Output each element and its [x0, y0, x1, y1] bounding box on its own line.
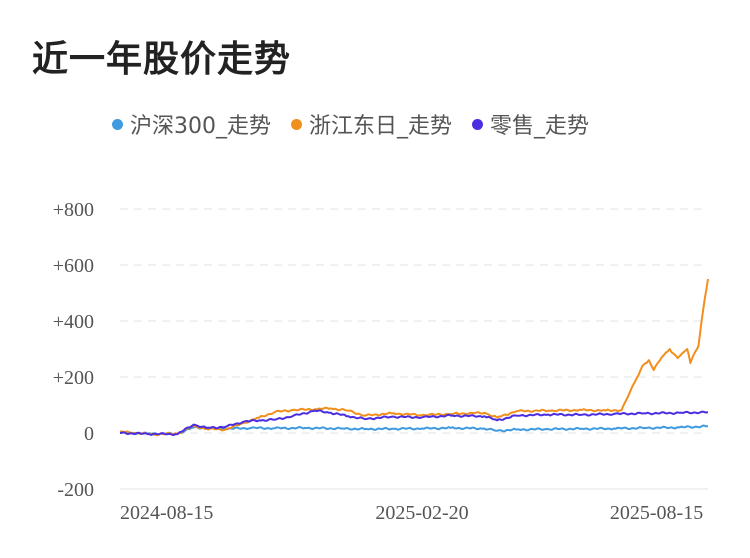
y-tick-label: +200 — [53, 367, 94, 389]
y-axis-ticks: +800 +600 +400 +200 0 -200 — [53, 199, 94, 501]
legend-label-zhejiang-dongri: 浙江东日_走势 — [309, 114, 453, 139]
grid-lines — [120, 208, 708, 490]
legend-item-retail[interactable]: 零售_走势 — [472, 108, 589, 140]
series-lines — [119, 278, 709, 437]
x-tick-label: 2025-02-20 — [375, 502, 468, 524]
y-tick-label: +400 — [53, 311, 94, 333]
chart-legend: 沪深300_走势 浙江东日_走势 零售_走势 — [112, 108, 609, 140]
x-axis-ticks: 2024-08-15 2025-02-20 2025-08-15 — [120, 502, 703, 524]
y-tick-label: +600 — [53, 255, 94, 277]
y-tick-label: +800 — [53, 199, 94, 221]
y-tick-label: -200 — [57, 479, 94, 501]
y-tick-label: 0 — [84, 423, 94, 445]
legend-label-retail: 零售_走势 — [490, 114, 590, 139]
x-tick-label: 2025-08-15 — [610, 502, 703, 524]
legend-marker-hs300 — [112, 118, 123, 130]
legend-item-zhejiang-dongri[interactable]: 浙江东日_走势 — [291, 108, 452, 140]
chart-title: 近一年股价走势 — [32, 39, 292, 80]
x-tick-label: 2024-08-15 — [120, 502, 213, 524]
legend-item-hs300[interactable]: 沪深300_走势 — [112, 108, 271, 140]
legend-marker-retail — [472, 118, 484, 130]
series-line — [119, 409, 709, 437]
legend-marker-zhejiang-dongri — [291, 118, 302, 130]
legend-label-hs300: 沪深300_走势 — [130, 114, 271, 139]
series-line — [119, 278, 709, 437]
